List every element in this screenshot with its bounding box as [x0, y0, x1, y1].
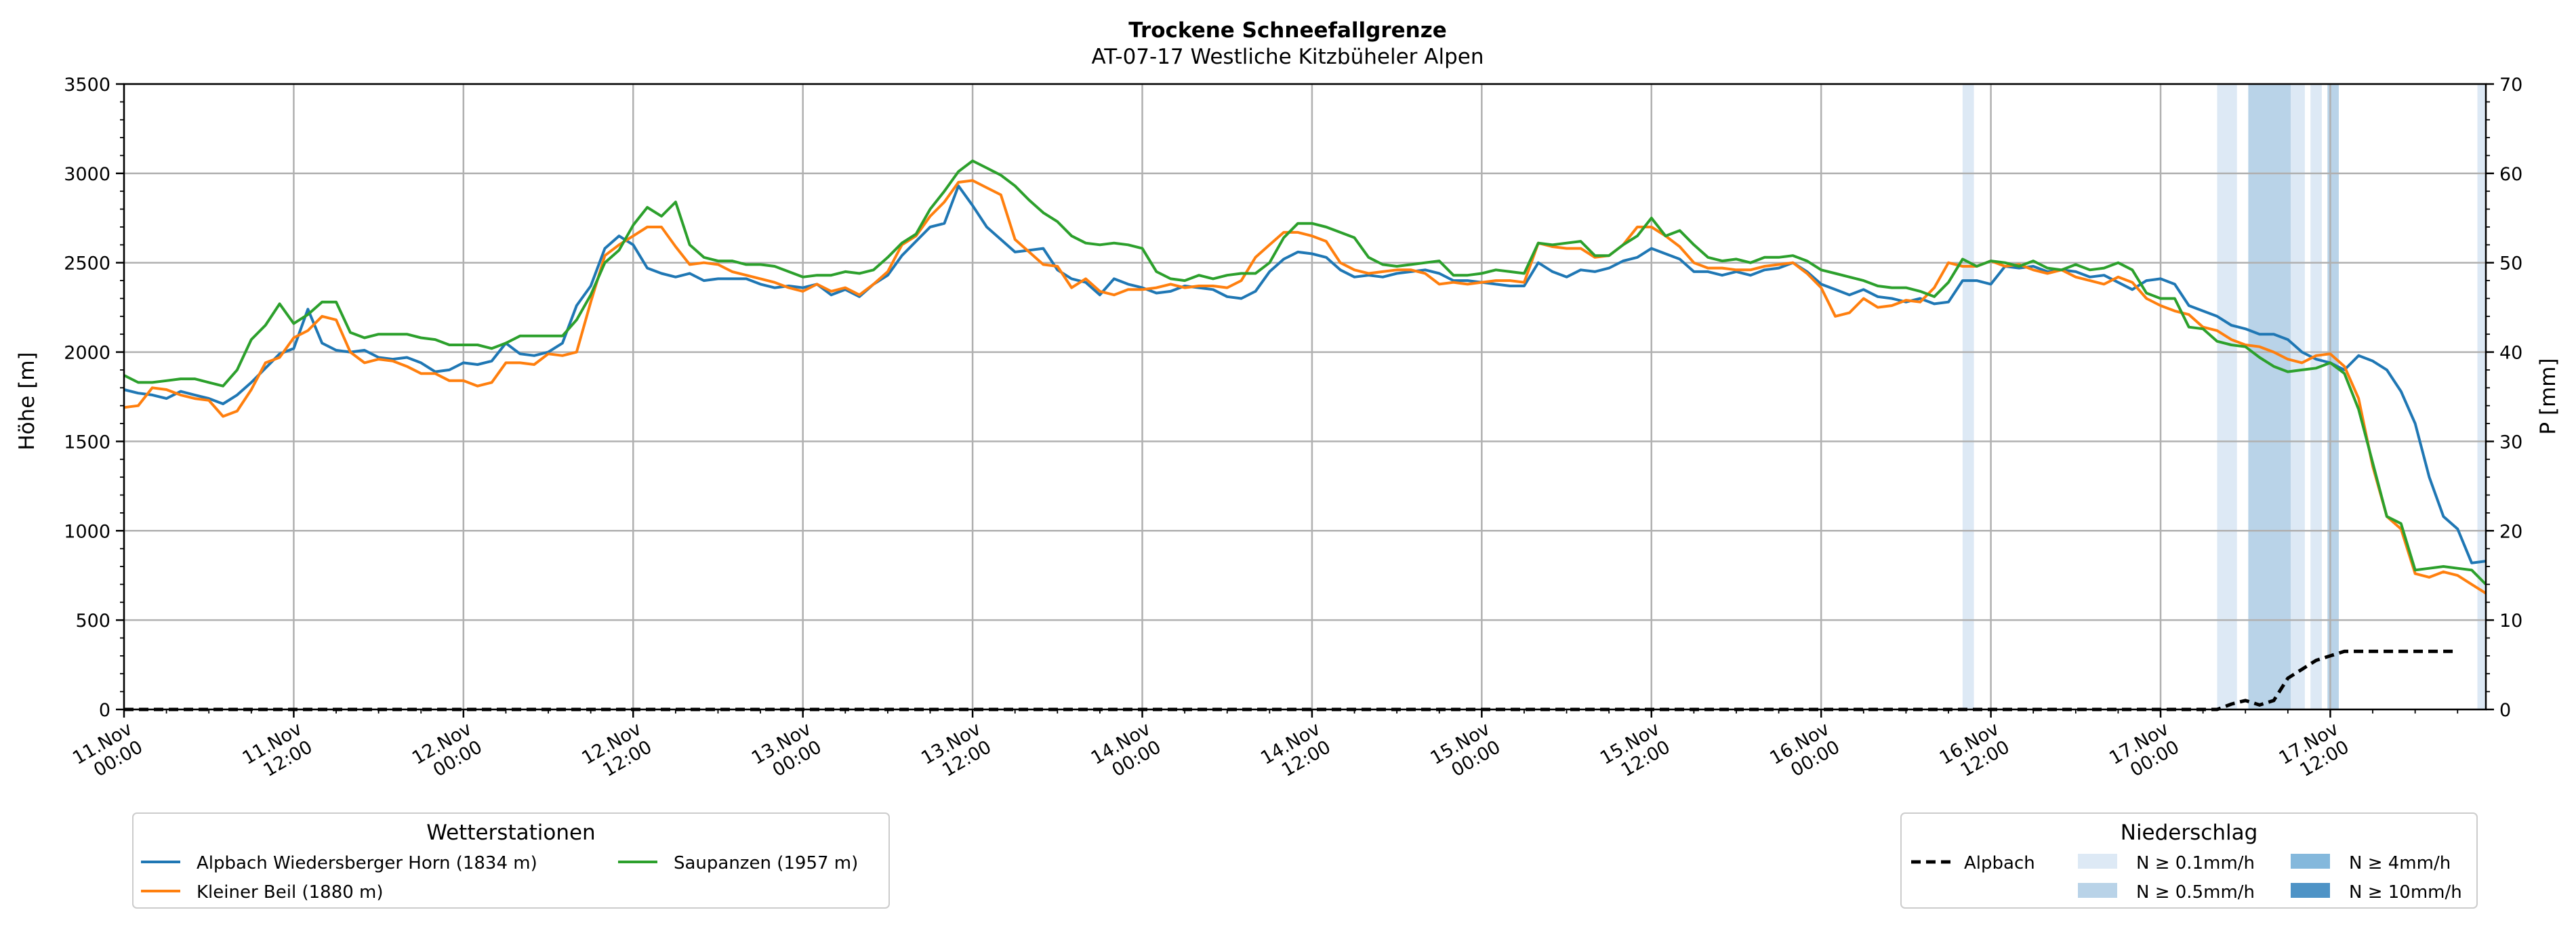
x-tick-label-4: 13.Nov00:00: [748, 718, 825, 787]
legend-entry-n01: N ≥ 0.1mm/h: [2078, 853, 2255, 873]
legend-label-kleiner-beil: Kleiner Beil (1880 m): [197, 882, 384, 903]
x-tick-label-13: 17.Nov12:00: [2276, 718, 2353, 787]
precip-band-4: [2310, 84, 2322, 709]
x-tick-label-1: 11.Nov12:00: [239, 718, 316, 787]
precip-band-6: [2477, 84, 2486, 709]
precip-legend-title: Niederschlag: [2121, 821, 2258, 845]
x-tick-label-12: 17.Nov00:00: [2106, 718, 2183, 787]
y-tick-label-3: 1500: [64, 432, 110, 453]
legend-label-alpbach: Alpbach Wiedersberger Horn (1834 m): [197, 853, 537, 873]
legend-swatch-n10: [2291, 883, 2330, 898]
legend-swatch-n4: [2291, 854, 2330, 869]
series-line-1: [123, 179, 2487, 595]
y-tick-label-4: 2000: [64, 343, 110, 364]
legend-label-n10: N ≥ 10mm/h: [2349, 882, 2462, 903]
legend-swatch-n05: [2078, 883, 2117, 898]
legend-entry-n4: N ≥ 4mm/h: [2291, 853, 2451, 873]
y-right-tick-label-3: 30: [2499, 432, 2522, 453]
chart-title: Trockene Schneefallgrenze: [1128, 18, 1447, 43]
precip-band-5: [2327, 84, 2339, 709]
legend-entry-kleiner-beil: Kleiner Beil (1880 m): [141, 882, 384, 903]
y-axis-right-label: P [mm]: [2536, 358, 2560, 434]
precip-legend-frame: [1900, 812, 2478, 909]
y-tick-label-0: 0: [99, 700, 110, 721]
y-axis-label: Höhe [m]: [15, 352, 39, 450]
y-tick-label-2: 1000: [64, 521, 110, 542]
x-tick-label-9: 15.Nov12:00: [1597, 718, 1674, 787]
y-right-tick-label-5: 50: [2499, 253, 2522, 274]
stations-legend-frame: [132, 812, 890, 909]
legend-swatch-n01: [2078, 854, 2117, 869]
y-right-tick-label-4: 40: [2499, 343, 2522, 364]
stations-legend: Wetterstationen Alpbach Wiedersberger Ho…: [132, 812, 890, 909]
legend-label-n4: N ≥ 4mm/h: [2349, 853, 2451, 873]
series-line-0: [123, 184, 2487, 564]
plot-frame: [123, 83, 2487, 711]
x-tick-label-2: 12.Nov00:00: [409, 718, 486, 787]
legend-label-n05: N ≥ 0.5mm/h: [2136, 882, 2255, 903]
y-tick-label-5: 2500: [64, 253, 110, 274]
legend-entry-alpbach: Alpbach Wiedersberger Horn (1834 m): [141, 853, 537, 873]
y-right-tick-label-2: 20: [2499, 521, 2522, 542]
precip-band-0: [1962, 84, 1974, 709]
y-right-tick-label-0: 0: [2499, 700, 2511, 721]
x-tick-label-3: 12.Nov12:00: [578, 718, 655, 787]
chart-subtitle: AT-07-17 Westliche Kitzbüheler Alpen: [1092, 45, 1484, 69]
legend-entry-saupanzen: Saupanzen (1957 m): [618, 853, 858, 873]
station-lines: [123, 159, 2487, 711]
precip-band-3: [2291, 84, 2305, 709]
legend-entry-n10: N ≥ 10mm/h: [2291, 882, 2462, 903]
x-tick-label-0: 11.Nov00:00: [69, 718, 146, 787]
precip-intensity-bands: [1962, 84, 2486, 709]
legend-label-alpbach-precip: Alpbach: [1964, 853, 2035, 873]
grid-lines: [123, 83, 2486, 711]
x-tick-label-11: 16.Nov12:00: [1936, 718, 2013, 787]
x-tick-label-10: 16.Nov00:00: [1766, 718, 1843, 787]
x-tick-label-5: 13.Nov12:00: [918, 718, 995, 787]
legend-entry-alpbach-precip: Alpbach: [1911, 853, 2035, 873]
series-line-2: [123, 159, 2487, 585]
precip-band-2: [2248, 84, 2291, 709]
axes: 0 500 1000 1500 2000 2500 3000 3500 0 10 20 30 40 50 6…: [64, 75, 2522, 787]
y-tick-label-1: 500: [75, 611, 110, 632]
y-tick-label-6: 3000: [64, 164, 110, 185]
stations-legend-title: Wetterstationen: [426, 821, 595, 845]
x-tick-label-6: 14.Nov00:00: [1088, 718, 1165, 787]
x-tick-label-7: 14.Nov12:00: [1257, 718, 1334, 787]
legend-label-saupanzen: Saupanzen (1957 m): [674, 853, 858, 873]
x-tick-label-8: 15.Nov00:00: [1427, 718, 1505, 787]
y-right-tick-label-6: 60: [2499, 164, 2522, 185]
y-right-tick-label-1: 10: [2499, 611, 2522, 632]
y-right-tick-label-7: 70: [2499, 75, 2522, 96]
precipitation-legend: Niederschlag Alpbach N ≥ 0.1mm/h N ≥ 0.5…: [1900, 812, 2478, 909]
precip-line-alpbach: [124, 649, 2458, 711]
legend-entry-n05: N ≥ 0.5mm/h: [2078, 882, 2255, 903]
legend-label-n01: N ≥ 0.1mm/h: [2136, 853, 2255, 873]
y-tick-label-7: 3500: [64, 75, 110, 96]
precip-band-1: [2217, 84, 2237, 709]
